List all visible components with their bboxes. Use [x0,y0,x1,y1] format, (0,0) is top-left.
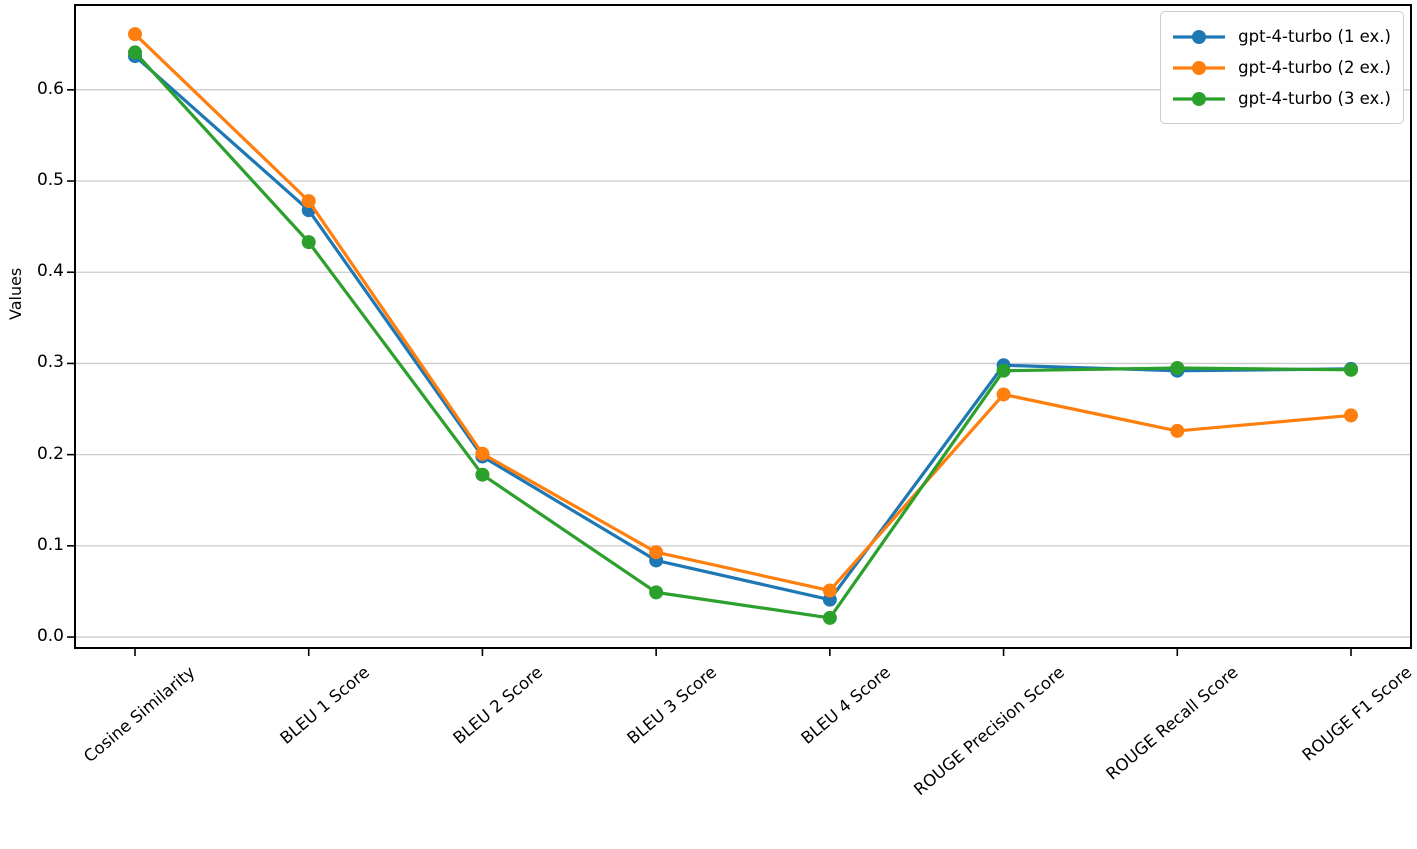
legend-line-marker-icon [1173,60,1226,75]
data-point-marker [996,363,1011,378]
y-tick-label: 0.5 [36,170,64,191]
data-point-marker [1344,362,1358,377]
y-tick-label: 0.6 [36,78,64,99]
data-point-marker [1170,423,1185,438]
legend-line-marker-icon [1173,29,1226,44]
data-point-marker [128,45,142,60]
data-point-marker [301,235,316,250]
legend-label: gpt-4-turbo (3 ex.) [1238,89,1391,108]
plot-border [74,4,1412,649]
data-point-marker [475,446,490,461]
series-line [133,32,1353,593]
legend-item: gpt-4-turbo (1 ex.) [1171,21,1391,52]
data-point-marker [1170,360,1185,375]
y-tick-label: 0.2 [36,443,64,464]
legend: gpt-4-turbo (1 ex.) gpt-4-turbo (2 ex.) gp… [1160,11,1404,124]
data-point-marker [301,194,316,209]
y-tick-label: 0.0 [36,626,64,647]
data-point-marker [822,610,837,625]
series-line [133,54,1353,602]
data-point-marker [822,583,837,598]
y-tick-label: 0.1 [36,534,64,555]
data-point-marker [1344,408,1358,423]
legend-label: gpt-4-turbo (2 ex.) [1238,58,1391,77]
data-point-marker [128,27,142,42]
legend-line-marker-icon [1173,91,1226,106]
data-point-marker [649,585,664,600]
legend-label: gpt-4-turbo (1 ex.) [1238,27,1391,46]
data-point-marker [996,387,1011,402]
data-point-marker [649,545,664,560]
y-tick-label: 0.4 [36,261,64,282]
series-line [133,50,1353,620]
data-point-marker [475,467,490,482]
y-tick-label: 0.3 [36,352,64,373]
legend-item: gpt-4-turbo (2 ex.) [1171,52,1391,83]
legend-item: gpt-4-turbo (3 ex.) [1171,83,1391,114]
